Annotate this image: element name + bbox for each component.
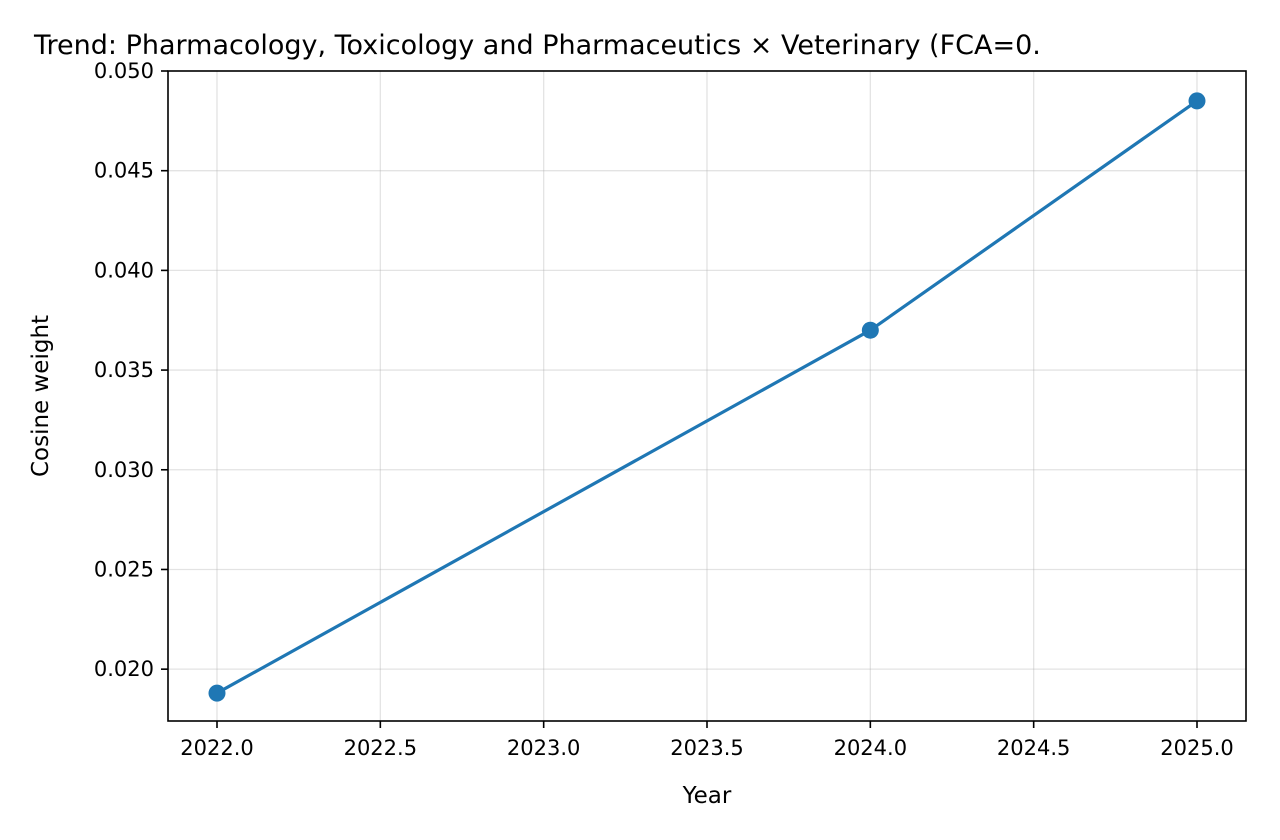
- x-tick-label: 2024.0: [834, 736, 907, 760]
- y-tick-label: 0.020: [94, 657, 154, 681]
- x-tick-label: 2022.0: [180, 736, 253, 760]
- y-tick-label: 0.050: [94, 59, 154, 83]
- x-tick-label: 2022.5: [344, 736, 417, 760]
- chart-title: Trend: Pharmacology, Toxicology and Phar…: [33, 30, 1041, 61]
- y-tick-label: 0.025: [94, 557, 154, 581]
- x-tick-label: 2023.5: [670, 736, 743, 760]
- x-tick-label: 2024.5: [997, 736, 1070, 760]
- x-axis-label: Year: [682, 783, 732, 809]
- x-tick-label: 2025.0: [1160, 736, 1233, 760]
- tick-layer: 2022.0 2022.5 2023.0 2023.5 2024.0 2024.5 2025…: [94, 59, 1234, 760]
- x-tick-label: 2023.0: [507, 736, 580, 760]
- data-point: [208, 684, 226, 702]
- data-point: [1188, 92, 1206, 110]
- y-tick-label: 0.040: [94, 258, 154, 282]
- y-tick-label: 0.030: [94, 458, 154, 482]
- y-axis-label: Cosine weight: [28, 315, 54, 477]
- series-layer: [208, 92, 1206, 702]
- y-tick-label: 0.045: [94, 159, 154, 183]
- data-point: [861, 321, 879, 339]
- y-tick-label: 0.035: [94, 358, 154, 382]
